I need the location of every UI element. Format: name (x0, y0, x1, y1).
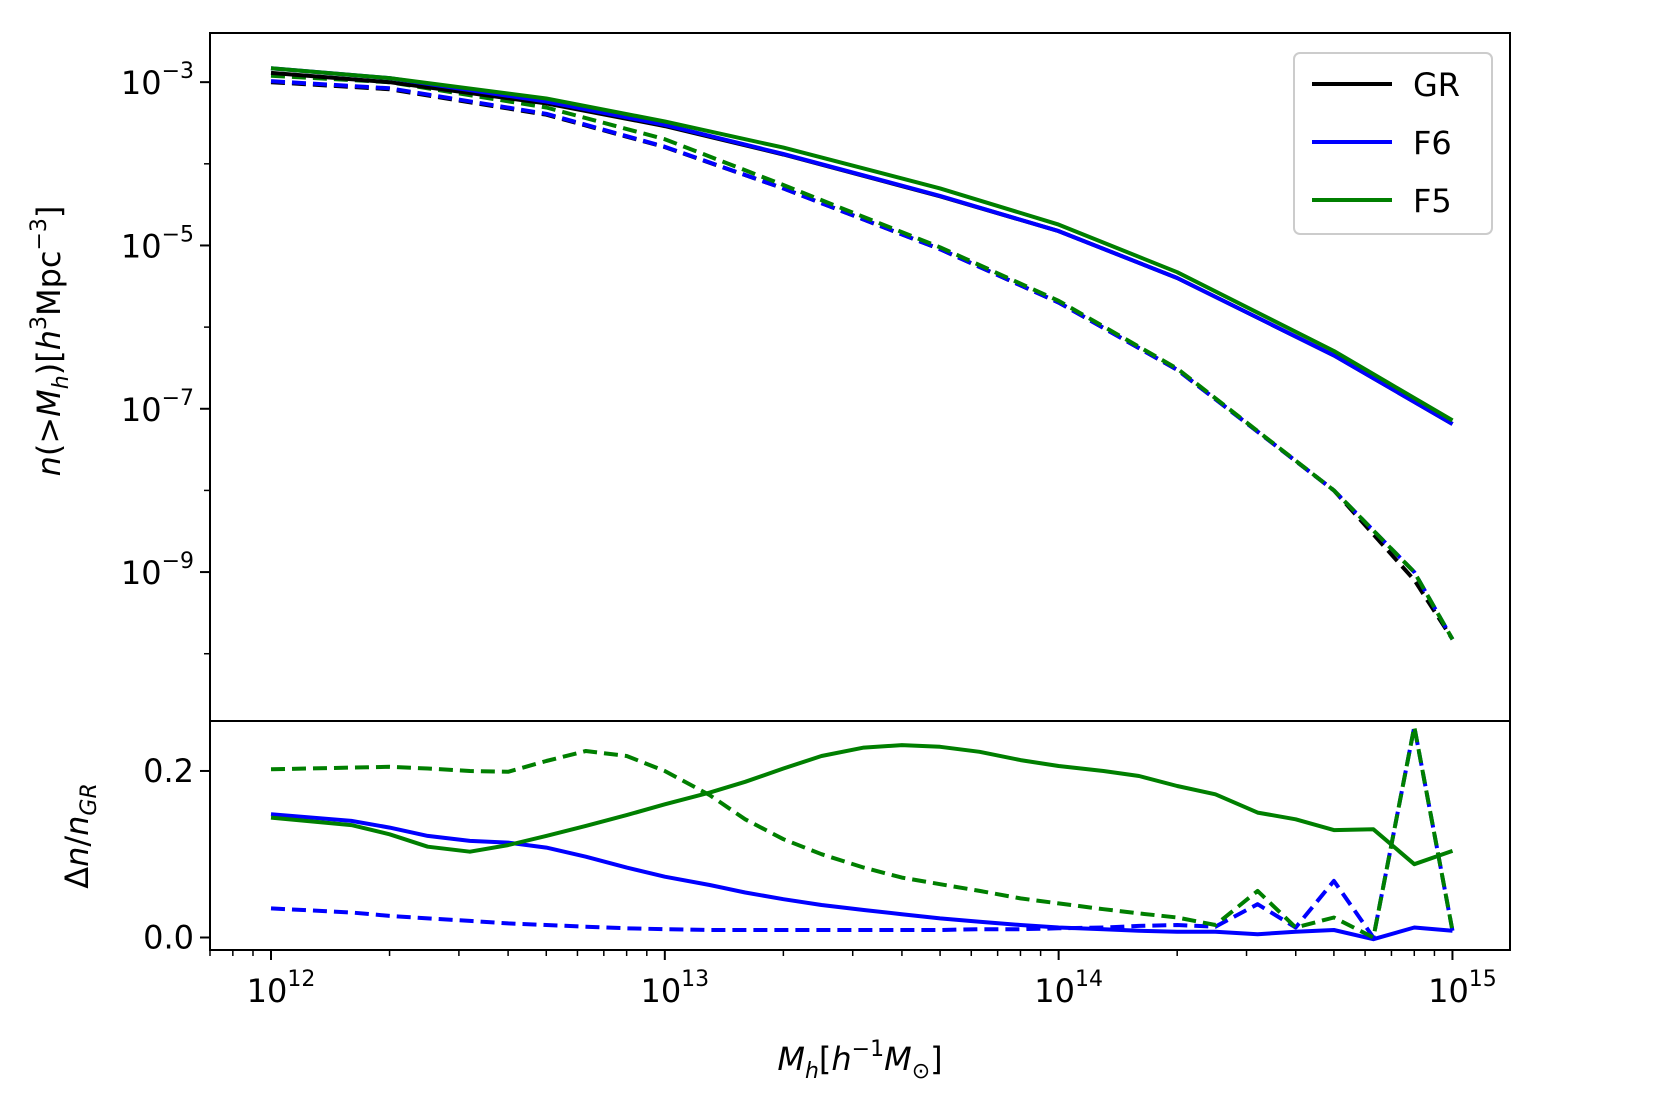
x-axis-label: Mh[h−1M⊙] (777, 1037, 942, 1084)
x-axis: 1012 1013 1014 1015 (209, 950, 1497, 1010)
bottom-series-f5-solid (270, 743, 1454, 867)
top-lines (270, 66, 1455, 641)
x-tick-label: 1013 (640, 967, 709, 1010)
top-series-f6-solid (270, 66, 1454, 426)
top-series-f5-solid (270, 66, 1454, 423)
top-y-axis: 10−3 10−5 10−7 10−9 (121, 59, 210, 655)
legend-label-gr: GR (1413, 66, 1460, 104)
top-y-axis-label: n(>Mh)[h3Mpc−3] (27, 206, 74, 477)
legend-box (1293, 52, 1493, 235)
top-series-gr-dashed (270, 80, 1455, 641)
bottom-series-f5-dashed (270, 724, 1455, 940)
top-series-f5-dashed (270, 73, 1455, 641)
top-series-f6-dashed (270, 79, 1455, 641)
svg-text:Δn/nGR: Δn/nGR (58, 783, 102, 889)
top-series-gr-solid (270, 70, 1454, 426)
bottom-y-tick-label: 0.2 (143, 752, 194, 790)
bottom-y-axis: 0.0 0.2 (143, 752, 210, 957)
x-tick-label: 1015 (1428, 967, 1497, 1010)
bottom-y-axis-label: Δn/nGR (58, 783, 102, 889)
top-y-tick-label: 10−9 (121, 549, 194, 592)
legend-label-f5: F5 (1413, 182, 1452, 220)
svg-text:Mh[h−1M⊙]: Mh[h−1M⊙] (777, 1037, 942, 1084)
top-y-tick-label: 10−3 (121, 59, 194, 102)
bottom-y-tick-label: 0.0 (143, 919, 194, 957)
top-panel: 10−3 10−5 10−7 10−9 n(>Mh)[h3Mpc−3] GR F6 F5 (27, 32, 1511, 722)
x-tick-label: 1012 (247, 967, 316, 1010)
bottom-series-f6-dashed (270, 724, 1455, 940)
bottom-lines (270, 724, 1455, 942)
svg-text:n(>Mh)[h3Mpc−3]: n(>Mh)[h3Mpc−3] (27, 206, 74, 477)
bottom-panel: 0.0 0.2 1012 1013 1014 1015 Δn/nGR Mh[h−1M⊙] (58, 720, 1511, 1084)
bottom-plot-frame (209, 720, 1511, 951)
bottom-series-f6-solid (270, 812, 1453, 942)
x-tick-label: 1014 (1034, 967, 1103, 1010)
top-y-tick-label: 10−7 (121, 386, 194, 429)
legend-label-f6: F6 (1413, 124, 1452, 162)
top-y-tick-label: 10−5 (121, 222, 194, 265)
legend: GR F6 F5 (1293, 52, 1493, 235)
